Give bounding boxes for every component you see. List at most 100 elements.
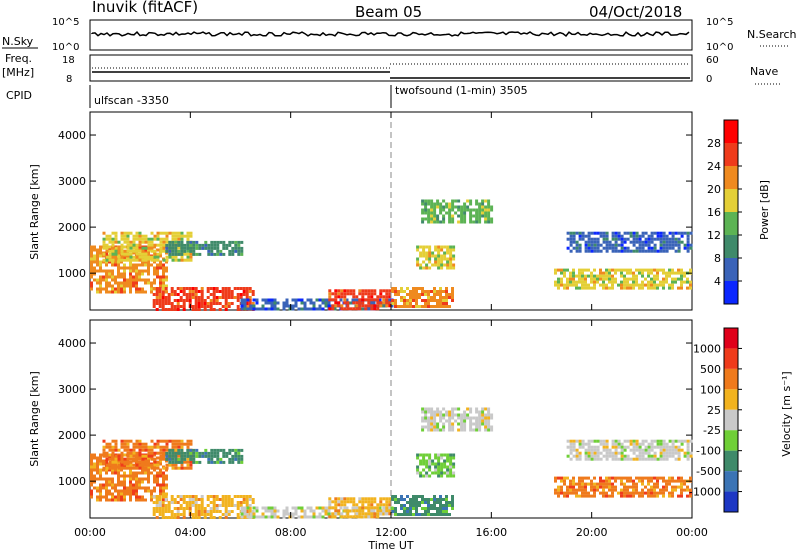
velocity-echo-cell bbox=[105, 442, 109, 446]
power-echo-cell bbox=[164, 296, 168, 299]
power-echo-cell bbox=[282, 301, 286, 305]
velocity-echo-cell bbox=[644, 445, 648, 449]
velocity-echo-cell bbox=[463, 410, 467, 414]
velocity-echo-cell bbox=[490, 428, 494, 432]
power-echo-cell bbox=[153, 278, 156, 282]
velocity-echo-cell bbox=[421, 416, 425, 420]
velocity-echo-cell bbox=[587, 448, 591, 452]
velocity-echo-cell bbox=[647, 451, 651, 455]
power-echo-cell bbox=[683, 274, 686, 278]
velocity-echo-cell bbox=[635, 442, 639, 446]
velocity-echo-cell bbox=[358, 497, 362, 501]
power-echo-cell bbox=[656, 274, 659, 278]
power-echo-cell bbox=[424, 302, 427, 305]
power-echo-cell bbox=[367, 298, 371, 302]
power-echo-cell bbox=[602, 271, 605, 275]
nsky-panel: N.Sky 10^5 10^0 10^5 10^0 N.Search bbox=[2, 17, 797, 53]
velocity-echo-cell bbox=[563, 482, 566, 486]
velocity-echo-cell bbox=[239, 501, 243, 504]
power-echo-cell bbox=[189, 231, 193, 235]
velocity-echo-cell bbox=[376, 512, 380, 516]
power-echo-cell bbox=[575, 249, 579, 253]
velocity-echo-cell bbox=[312, 515, 316, 519]
velocity-echo-cell bbox=[135, 495, 138, 499]
power-echo-cell bbox=[236, 305, 240, 308]
velocity-echo-cell bbox=[239, 504, 243, 507]
power-echo-cell bbox=[328, 307, 332, 311]
velocity-echo-cell bbox=[114, 495, 117, 499]
power-echo-cell bbox=[161, 305, 165, 308]
velocity-echo-cell bbox=[156, 451, 160, 455]
velocity-echo-cell bbox=[578, 482, 581, 486]
velocity-echo-cell bbox=[424, 413, 428, 417]
power-echo-cell bbox=[572, 246, 576, 250]
power-echo-cell bbox=[108, 260, 111, 264]
velocity-echo-cell bbox=[126, 442, 130, 446]
velocity-echo-cell bbox=[433, 498, 436, 501]
power-echo-cell bbox=[653, 286, 656, 290]
velocity-echo-cell bbox=[487, 425, 491, 429]
power-echo-cell bbox=[689, 243, 693, 247]
velocity-echo-cell bbox=[243, 509, 247, 513]
velocity-echo-cell bbox=[566, 491, 569, 495]
power-echo-cell bbox=[245, 287, 249, 290]
power-echo-cell bbox=[385, 301, 389, 305]
power-echo-cell bbox=[575, 240, 579, 244]
velocity-echo-cell bbox=[635, 439, 639, 443]
power-echo-cell bbox=[593, 286, 596, 290]
velocity-echo-cell bbox=[179, 507, 183, 510]
time-tick-label: 04:00 bbox=[174, 526, 206, 539]
velocity-echo-cell bbox=[427, 428, 431, 432]
velocity-echo-cell bbox=[445, 501, 448, 504]
velocity-echo-cell bbox=[430, 504, 433, 507]
power-echo-cell bbox=[463, 205, 467, 209]
velocity-echo-cell bbox=[457, 407, 461, 411]
velocity-echo-cell bbox=[653, 476, 656, 480]
power-echo-cell bbox=[331, 298, 335, 302]
power-echo-cell bbox=[364, 298, 368, 302]
velocity-echo-cell bbox=[117, 480, 120, 484]
velocity-echo-cell bbox=[445, 510, 448, 513]
power-echo-cell bbox=[209, 308, 213, 311]
power-echo-cell bbox=[430, 220, 434, 224]
power-echo-cell bbox=[599, 268, 602, 272]
velocity-echo-cell bbox=[165, 445, 169, 449]
velocity-echo-cell bbox=[141, 454, 145, 458]
power-echo-cell bbox=[188, 296, 192, 299]
velocity-echo-cell bbox=[427, 507, 430, 510]
power-echo-cell bbox=[194, 305, 198, 308]
power-echo-cell bbox=[93, 269, 96, 273]
power-echo-cell bbox=[219, 240, 223, 244]
velocity-echo-cell bbox=[105, 471, 108, 475]
power-echo-cell bbox=[635, 277, 638, 281]
velocity-echo-cell bbox=[195, 454, 199, 458]
power-echo-cell bbox=[297, 307, 301, 311]
velocity-echo-cell bbox=[412, 495, 415, 498]
velocity-echo-cell bbox=[165, 486, 168, 490]
velocity-echo-cell bbox=[102, 445, 106, 449]
velocity-echo-cell bbox=[270, 506, 274, 510]
velocity-echo-cell bbox=[117, 459, 120, 463]
power-echo-cell bbox=[590, 286, 593, 290]
power-echo-cell bbox=[638, 271, 641, 275]
velocity-echo-cell bbox=[129, 477, 132, 481]
power-echo-cell bbox=[373, 304, 377, 308]
velocity-echo-cell bbox=[593, 491, 596, 495]
velocity-echo-cell bbox=[108, 489, 111, 493]
power-echo-cell bbox=[689, 231, 693, 235]
velocity-echo-cell bbox=[376, 509, 380, 513]
power-echo-cell bbox=[647, 280, 650, 284]
power-echo-cell bbox=[617, 237, 621, 241]
velocity-echo-cell bbox=[572, 442, 576, 446]
velocity-echo-cell bbox=[200, 498, 204, 501]
power-echo-cell bbox=[90, 260, 93, 264]
velocity-echo-cell bbox=[147, 451, 151, 455]
power-echo-cell bbox=[569, 283, 572, 287]
velocity-echo-cell bbox=[440, 453, 444, 457]
power-echo-cell bbox=[141, 263, 144, 267]
velocity-echo-cell bbox=[273, 506, 277, 510]
power-echo-cell bbox=[227, 302, 231, 305]
velocity-echo-cell bbox=[650, 494, 653, 498]
power-echo-cell bbox=[370, 292, 374, 296]
velocity-echo-cell bbox=[170, 501, 174, 504]
